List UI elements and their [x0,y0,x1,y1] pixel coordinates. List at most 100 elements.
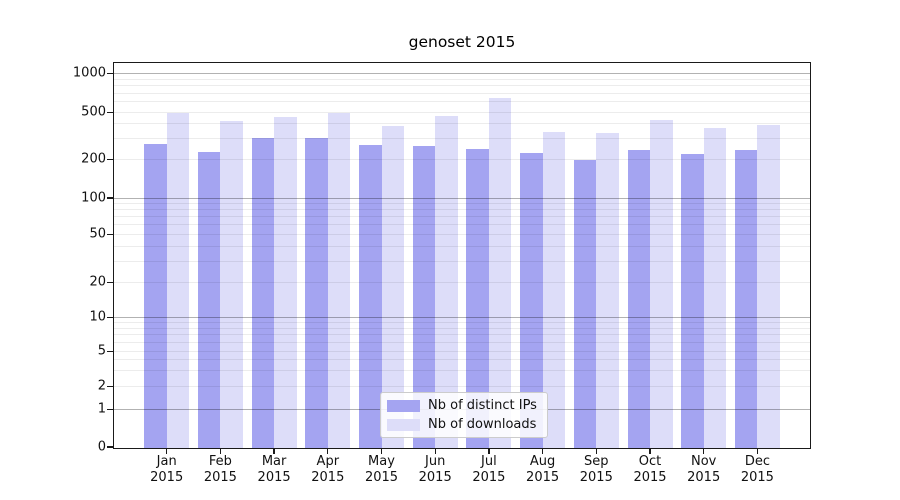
bar-downloads [381,126,404,448]
legend-label: Nb of downloads [428,417,537,432]
bar-distinct-ips [734,150,758,448]
bar-distinct-ips [359,145,382,448]
x-tick [327,449,329,454]
gridline-minor [114,281,810,283]
x-tick-label: Sep 2015 [579,454,613,485]
bar-downloads [435,116,458,448]
y-tick [107,408,113,411]
bar-downloads [650,120,673,448]
y-tick [107,233,113,236]
y-tick-label: 500 [81,104,106,120]
y-tick-label: 20 [89,274,106,290]
x-tick-label: May 2015 [364,454,399,485]
bar-distinct-ips [681,153,704,448]
y-tick-label: 10 [89,309,106,325]
plot-area: Nb of distinct IPs Nb of downloads [113,62,811,449]
bar-distinct-ips [573,160,597,448]
gridline-major [114,317,810,319]
x-tick-label: Jun 2015 [418,454,452,485]
x-tick-label: Jul 2015 [472,454,506,485]
y-tick [107,72,113,74]
plot-canvas [114,63,810,448]
gridline-minor [114,216,810,218]
bar-downloads [327,112,351,448]
bar-downloads [757,125,780,448]
bar-distinct-ips [144,143,167,448]
gridline-minor [114,203,810,205]
x-tick [273,449,275,454]
x-tick [166,449,168,454]
bar-downloads [220,121,243,448]
y-tick-label: 50 [89,226,106,242]
y-tick-label: 5 [97,343,106,359]
bar-downloads [488,97,512,448]
x-tick [595,449,597,454]
x-tick [649,449,651,454]
bar-downloads [542,131,566,448]
gridline-major [114,72,810,74]
gridline-minor [114,92,810,94]
x-tick [488,449,490,454]
gridline-minor [114,245,810,247]
gridline-minor [114,234,810,235]
x-tick-label: Apr 2015 [311,454,345,485]
gridline-minor [114,386,810,387]
gridline-minor [114,78,810,80]
gridline-minor [114,322,810,324]
bar-distinct-ips [251,138,275,448]
chart-title: genoset 2015 [408,33,516,51]
bar-distinct-ips [466,148,489,448]
y-tick [107,281,113,283]
legend-swatch-icon [387,418,420,431]
y-tick [107,111,113,113]
gridline-minor [114,111,810,113]
x-tick [434,449,436,454]
y-tick [107,350,113,352]
x-tick [380,449,383,454]
bar-distinct-ips [305,138,328,448]
gridline-minor [114,85,810,87]
gridline-minor [114,359,810,361]
gridline-minor [114,328,810,330]
bar-distinct-ips [520,152,543,448]
gridline-minor [114,138,810,140]
bar-downloads [274,117,297,448]
bar-downloads [166,112,190,448]
y-tick-label: 100 [81,190,106,205]
gridline-minor [114,101,810,103]
y-tick [107,197,113,199]
x-tick-label: Nov 2015 [687,454,721,485]
x-tick-label: Oct 2015 [633,454,667,485]
y-tick-label: 200 [81,151,106,167]
legend-label: Nb of distinct IPs [428,398,537,413]
y-tick-label: 1 [97,401,106,417]
gridline-minor [114,334,810,336]
gridline-minor [114,123,810,125]
gridline-major [114,197,810,199]
x-tick [219,449,222,454]
x-tick-label: Aug 2015 [526,454,560,485]
x-tick [541,449,544,454]
x-tick [703,449,705,454]
gridline-minor [114,350,810,352]
bar-distinct-ips [412,146,436,448]
legend-swatch-icon [387,399,420,412]
gridline-minor [114,260,810,262]
x-tick [756,449,759,454]
gridline-minor [114,159,810,161]
gridline-minor [114,370,810,372]
y-tick [107,385,113,388]
gridline-minor [114,209,810,211]
x-tick-label: Mar 2015 [257,454,291,485]
legend-item-downloads: Nb of downloads [387,417,537,432]
legend: Nb of distinct IPs Nb of downloads [380,392,548,438]
x-tick-label: Jan 2015 [150,454,184,485]
gridline-minor [114,341,810,343]
gridline-minor [114,224,810,226]
bar-downloads [703,128,727,448]
y-tick [107,317,113,319]
bar-distinct-ips [627,150,650,448]
bar-downloads [596,133,619,448]
x-tick-label: Feb 2015 [203,454,237,485]
